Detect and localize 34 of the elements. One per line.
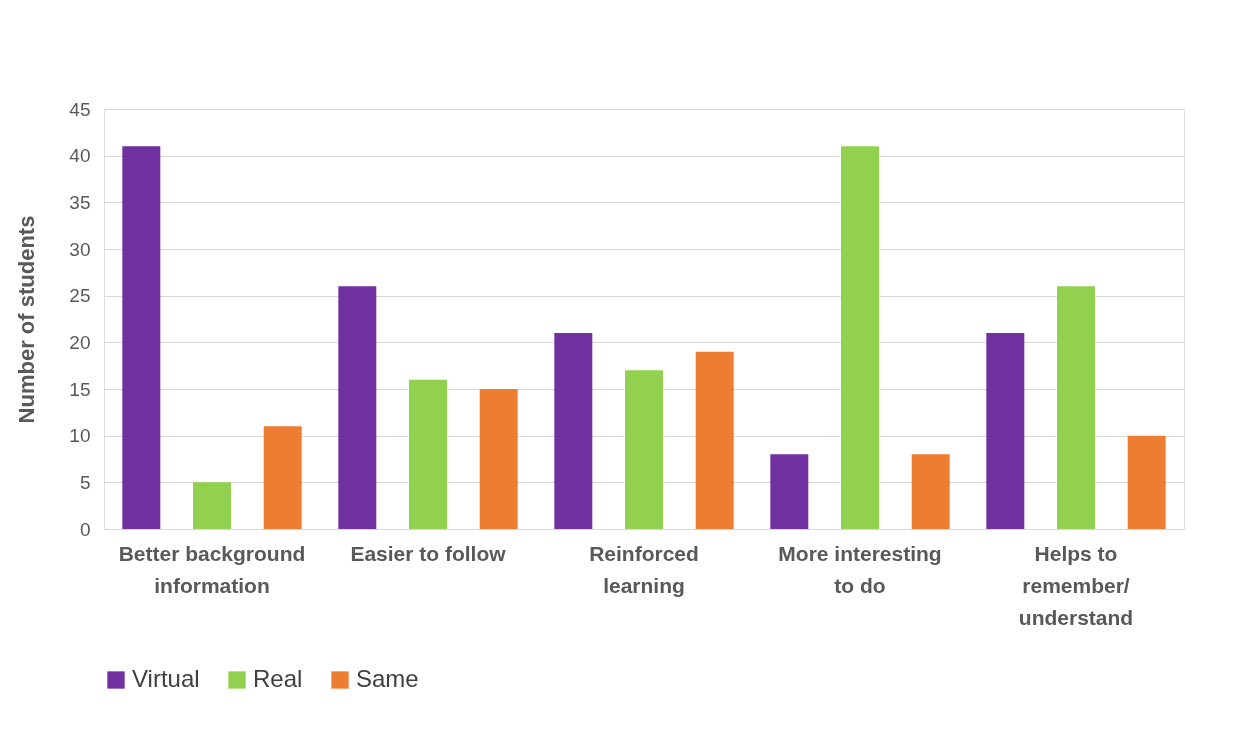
y-tick-label: 0 [79,518,91,540]
bar [479,389,518,529]
bar [1127,435,1166,529]
y-tick-label: 5 [79,471,91,493]
x-tick-label: Helps to remember/ understand [1018,541,1134,629]
x-tick-label: Better background information [118,541,306,597]
bar [1057,286,1095,529]
bar [122,146,161,529]
y-tick-label: 25 [69,285,91,307]
bar [338,286,377,529]
bar [770,454,809,529]
y-tick-label: 30 [69,238,91,260]
x-tick-label: More interesting to do [778,541,942,597]
x-tick-label: Easier to follow [350,541,507,565]
bar [841,146,879,529]
legend-label: Virtual [132,665,200,692]
bar [986,333,1025,529]
legend-label: Real [253,665,303,692]
y-tick-label: 10 [69,425,91,447]
x-tick-label: Reinforced learning [589,541,699,597]
y-tick-label: 40 [69,145,91,167]
bar [695,351,734,529]
bar [625,370,663,529]
y-tick-label: 20 [69,331,91,353]
y-tick-label: 15 [69,378,91,400]
bar [409,379,447,529]
y-axis-title: Number of students [14,215,40,424]
legend-label: Same [356,665,419,692]
bar [911,454,950,529]
y-tick-label: 35 [69,191,91,213]
y-tick-label: 45 [69,98,91,120]
bar [554,333,593,529]
bar [263,426,302,529]
bar [193,482,231,529]
